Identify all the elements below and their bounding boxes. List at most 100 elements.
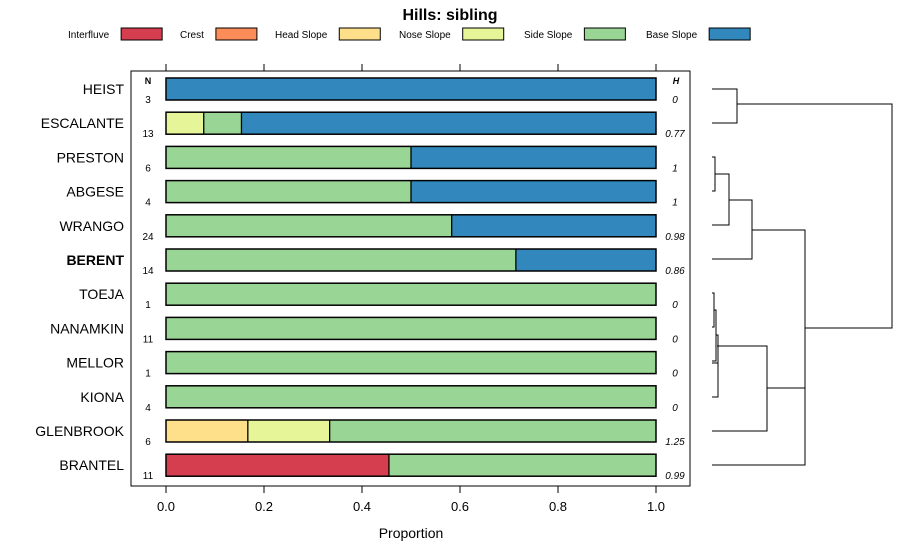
dendrogram-link: [752, 229, 806, 328]
bar-segment: [166, 454, 389, 477]
bar-segment: [411, 180, 656, 203]
legend-swatch: [462, 27, 505, 41]
row-n-value: 6: [145, 163, 151, 174]
legend-swatch: [215, 27, 258, 41]
x-axis: 0.0 0.2 0.4 0.6 0.8 1.0: [157, 486, 665, 514]
bar-row: [165, 179, 657, 204]
row-n-value: 1: [145, 369, 151, 380]
legend-swatch: [583, 27, 626, 41]
bars: [165, 77, 657, 477]
row-n-value: 1: [145, 300, 151, 311]
bar-row: [165, 145, 657, 170]
dendrogram-link: [712, 156, 716, 192]
row-h-value: 1.25: [665, 437, 685, 448]
legend-label: Side Slope: [524, 30, 573, 41]
top-axis-ticks: [165, 64, 657, 71]
legend-label: Interfluve: [68, 30, 110, 41]
row-label: BRANTEL: [59, 457, 124, 473]
legend-swatch: [338, 27, 381, 41]
bar-segment: [166, 420, 248, 442]
row-label: WRANGO: [59, 218, 124, 234]
bar-outline: [165, 179, 657, 204]
bar-segment: [166, 78, 656, 100]
row-h-value: 0: [672, 403, 678, 414]
bar-outline: [165, 77, 657, 101]
bar-row: [165, 385, 657, 409]
row-h-value: 0.99: [665, 471, 685, 482]
bar-outline: [165, 214, 657, 238]
row-n-value: 4: [145, 403, 151, 414]
bar-segment: [411, 146, 656, 169]
x-tick-label: 0.6: [451, 499, 469, 514]
bar-segment: [388, 454, 656, 477]
x-tick-label: 0.4: [353, 499, 371, 514]
bar-segment: [203, 112, 242, 135]
chart-title: Hills: sibling: [402, 7, 497, 24]
dendrogram-link: [712, 362, 719, 398]
bar-segment: [166, 317, 656, 340]
row-n-value: 6: [145, 437, 151, 448]
row-h-value: 0.86: [665, 266, 685, 277]
plot-frame: [130, 70, 691, 487]
bar-segment: [166, 249, 516, 271]
row-h-value: 1: [672, 198, 678, 209]
row-h-value: 1: [672, 163, 678, 174]
dendrogram-link: [712, 345, 768, 432]
legend-swatch: [708, 27, 751, 41]
row-label: ESCALANTE: [41, 115, 124, 131]
row-label: PRESTON: [57, 149, 124, 165]
bar-outline: [165, 145, 657, 170]
bar-row: [165, 316, 657, 341]
legend: Interfluve Crest Head Slope Nose Slope Side …: [68, 27, 751, 41]
bar-segment: [166, 112, 204, 135]
row-label: MELLOR: [66, 355, 124, 371]
bar-segment: [241, 112, 656, 135]
n-header: N: [145, 76, 152, 86]
dendrogram-link: [737, 103, 893, 388]
x-tick-label: 1.0: [647, 499, 665, 514]
bar-outline: [165, 316, 657, 341]
bar-outline: [165, 453, 657, 477]
row-n-value: 11: [143, 334, 154, 345]
bar-segment: [329, 420, 657, 442]
bar-row: [165, 248, 657, 272]
bar-segment: [166, 180, 411, 203]
row-n-value: 24: [142, 232, 154, 243]
x-tick-label: 0.2: [255, 499, 273, 514]
bar-outline: [165, 350, 657, 375]
row-h-value: 0: [672, 334, 678, 345]
row-h-value: 0: [672, 300, 678, 311]
bar-row: [165, 111, 657, 135]
row-label: HEIST: [83, 81, 125, 97]
bar-outline: [165, 111, 657, 135]
dendrogram-link: [712, 292, 715, 328]
row-n-value: 4: [145, 198, 151, 209]
row-h-value: 0: [672, 95, 678, 106]
legend-label: Nose Slope: [399, 30, 451, 41]
bar-outline: [165, 385, 657, 409]
bar-segment: [515, 249, 656, 271]
bar-segment: [166, 351, 656, 374]
bar-outline: [165, 419, 657, 443]
row-label: NANAMKIN: [50, 320, 124, 336]
bar-row: [165, 282, 657, 306]
row-label: ABGESE: [66, 184, 124, 200]
dendrogram-link: [712, 199, 753, 260]
bar-row: [165, 214, 657, 238]
bar-segment: [166, 385, 656, 408]
bar-row: [165, 77, 657, 101]
row-n-value: 11: [143, 471, 154, 482]
row-labels: HEIST 3 0 ESCALANTE 13 0.77 PRESTON 6 1 ABGESE 4 1 W…: [35, 81, 685, 482]
legend-label: Crest: [180, 30, 204, 41]
row-label: TOEJA: [79, 286, 125, 302]
legend-label: Base Slope: [646, 30, 698, 41]
row-label: BERENT: [66, 252, 124, 268]
row-h-value: 0: [672, 369, 678, 380]
bar-segment: [166, 214, 452, 237]
x-axis-label: Proportion: [379, 525, 444, 541]
row-h-value: 0.77: [665, 129, 685, 140]
row-n-value: 13: [142, 129, 154, 140]
bar-outline: [165, 248, 657, 272]
row-n-value: 3: [145, 95, 151, 106]
